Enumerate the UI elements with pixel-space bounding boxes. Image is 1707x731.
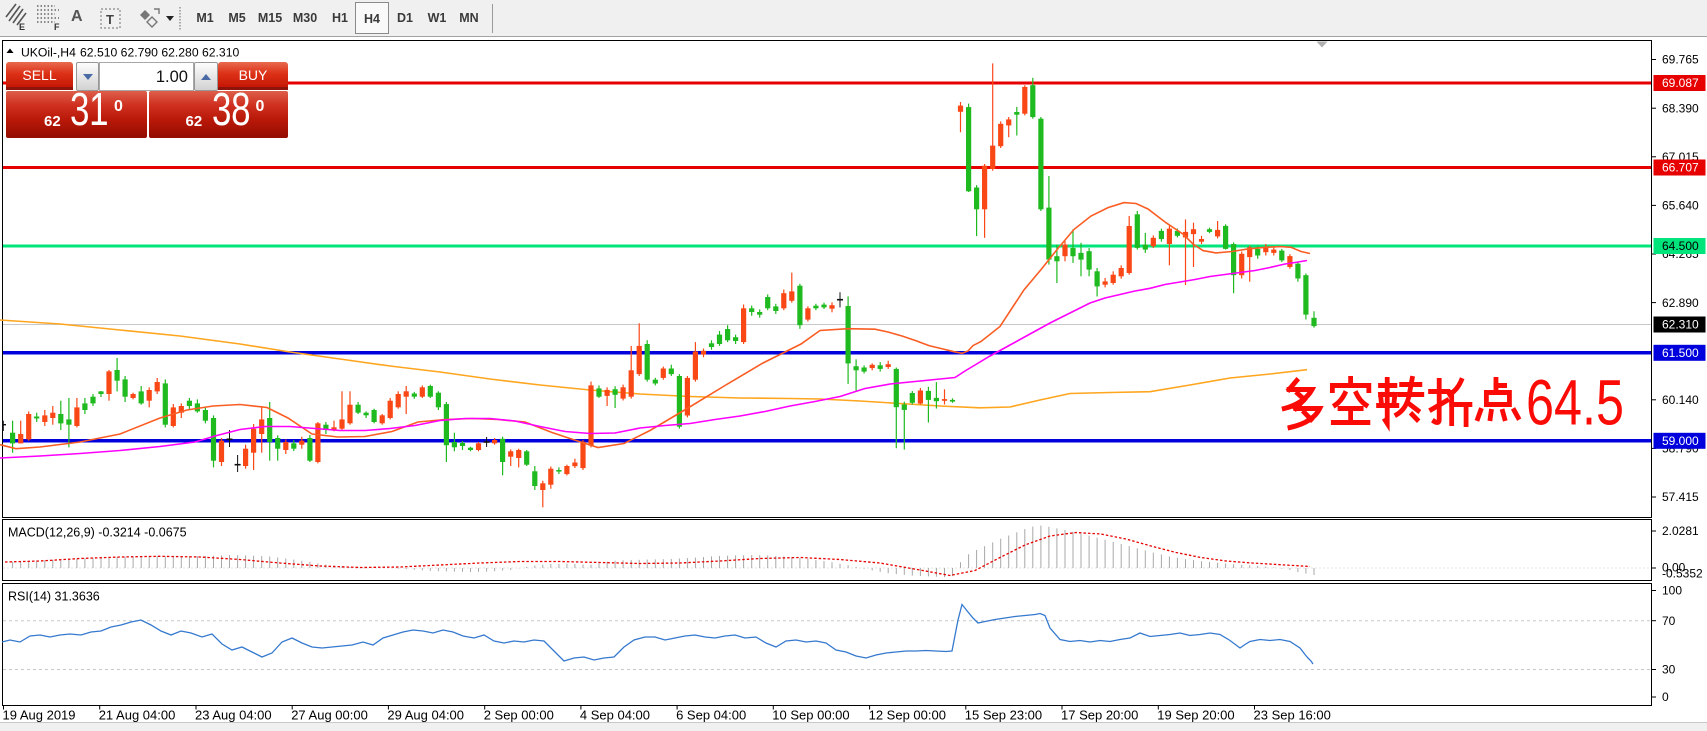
svg-text:19 Aug 2019: 19 Aug 2019 <box>3 708 76 723</box>
svg-text:69.087: 69.087 <box>1662 76 1699 90</box>
svg-text:62.510 62.790 62.280 62.310: 62.510 62.790 62.280 62.310 <box>80 46 239 60</box>
svg-text:30: 30 <box>1662 663 1676 677</box>
svg-text:4 Sep 04:00: 4 Sep 04:00 <box>580 708 650 723</box>
svg-text:0: 0 <box>1662 690 1669 704</box>
svg-text:2 Sep 00:00: 2 Sep 00:00 <box>484 708 554 723</box>
svg-text:21 Aug 04:00: 21 Aug 04:00 <box>99 708 176 723</box>
svg-text:19 Sep 20:00: 19 Sep 20:00 <box>1157 708 1234 723</box>
svg-text:F: F <box>54 22 60 32</box>
svg-text:0.00: 0.00 <box>1662 561 1686 575</box>
svg-text:10 Sep 00:00: 10 Sep 00:00 <box>772 708 849 723</box>
svg-text:23 Sep 16:00: 23 Sep 16:00 <box>1254 708 1331 723</box>
svg-text:68.390: 68.390 <box>1662 101 1699 115</box>
svg-text:60.140: 60.140 <box>1662 393 1699 407</box>
svg-text:65.640: 65.640 <box>1662 199 1699 213</box>
svg-text:12 Sep 00:00: 12 Sep 00:00 <box>869 708 946 723</box>
svg-text:64.5: 64.5 <box>1526 367 1624 439</box>
svg-text:2.0281: 2.0281 <box>1662 524 1699 538</box>
svg-text:6 Sep 04:00: 6 Sep 04:00 <box>676 708 746 723</box>
svg-text:27 Aug 00:00: 27 Aug 00:00 <box>291 708 368 723</box>
svg-text:T: T <box>106 12 114 27</box>
svg-text:UKOil-,H4: UKOil-,H4 <box>21 46 76 60</box>
svg-text:70: 70 <box>1662 614 1676 628</box>
svg-text:RSI(14) 31.3636: RSI(14) 31.3636 <box>8 590 100 604</box>
svg-text:MACD(12,26,9) -0.3214 -0.0675: MACD(12,26,9) -0.3214 -0.0675 <box>8 526 187 540</box>
svg-text:29 Aug 04:00: 29 Aug 04:00 <box>387 708 464 723</box>
svg-text:17 Sep 20:00: 17 Sep 20:00 <box>1061 708 1138 723</box>
svg-text:E: E <box>19 22 25 32</box>
svg-text:69.765: 69.765 <box>1662 53 1699 67</box>
svg-text:59.000: 59.000 <box>1662 434 1699 448</box>
svg-text:57.415: 57.415 <box>1662 490 1699 504</box>
svg-text:66.707: 66.707 <box>1662 161 1699 175</box>
svg-text:-0.5352: -0.5352 <box>1662 567 1703 581</box>
svg-text:62.890: 62.890 <box>1662 296 1699 310</box>
svg-text:62.310: 62.310 <box>1662 318 1699 332</box>
svg-text:64.500: 64.500 <box>1662 239 1699 253</box>
svg-text:23 Aug 04:00: 23 Aug 04:00 <box>195 708 272 723</box>
svg-text:100: 100 <box>1662 584 1682 598</box>
svg-text:15 Sep 23:00: 15 Sep 23:00 <box>965 708 1042 723</box>
svg-text:61.500: 61.500 <box>1662 346 1699 360</box>
